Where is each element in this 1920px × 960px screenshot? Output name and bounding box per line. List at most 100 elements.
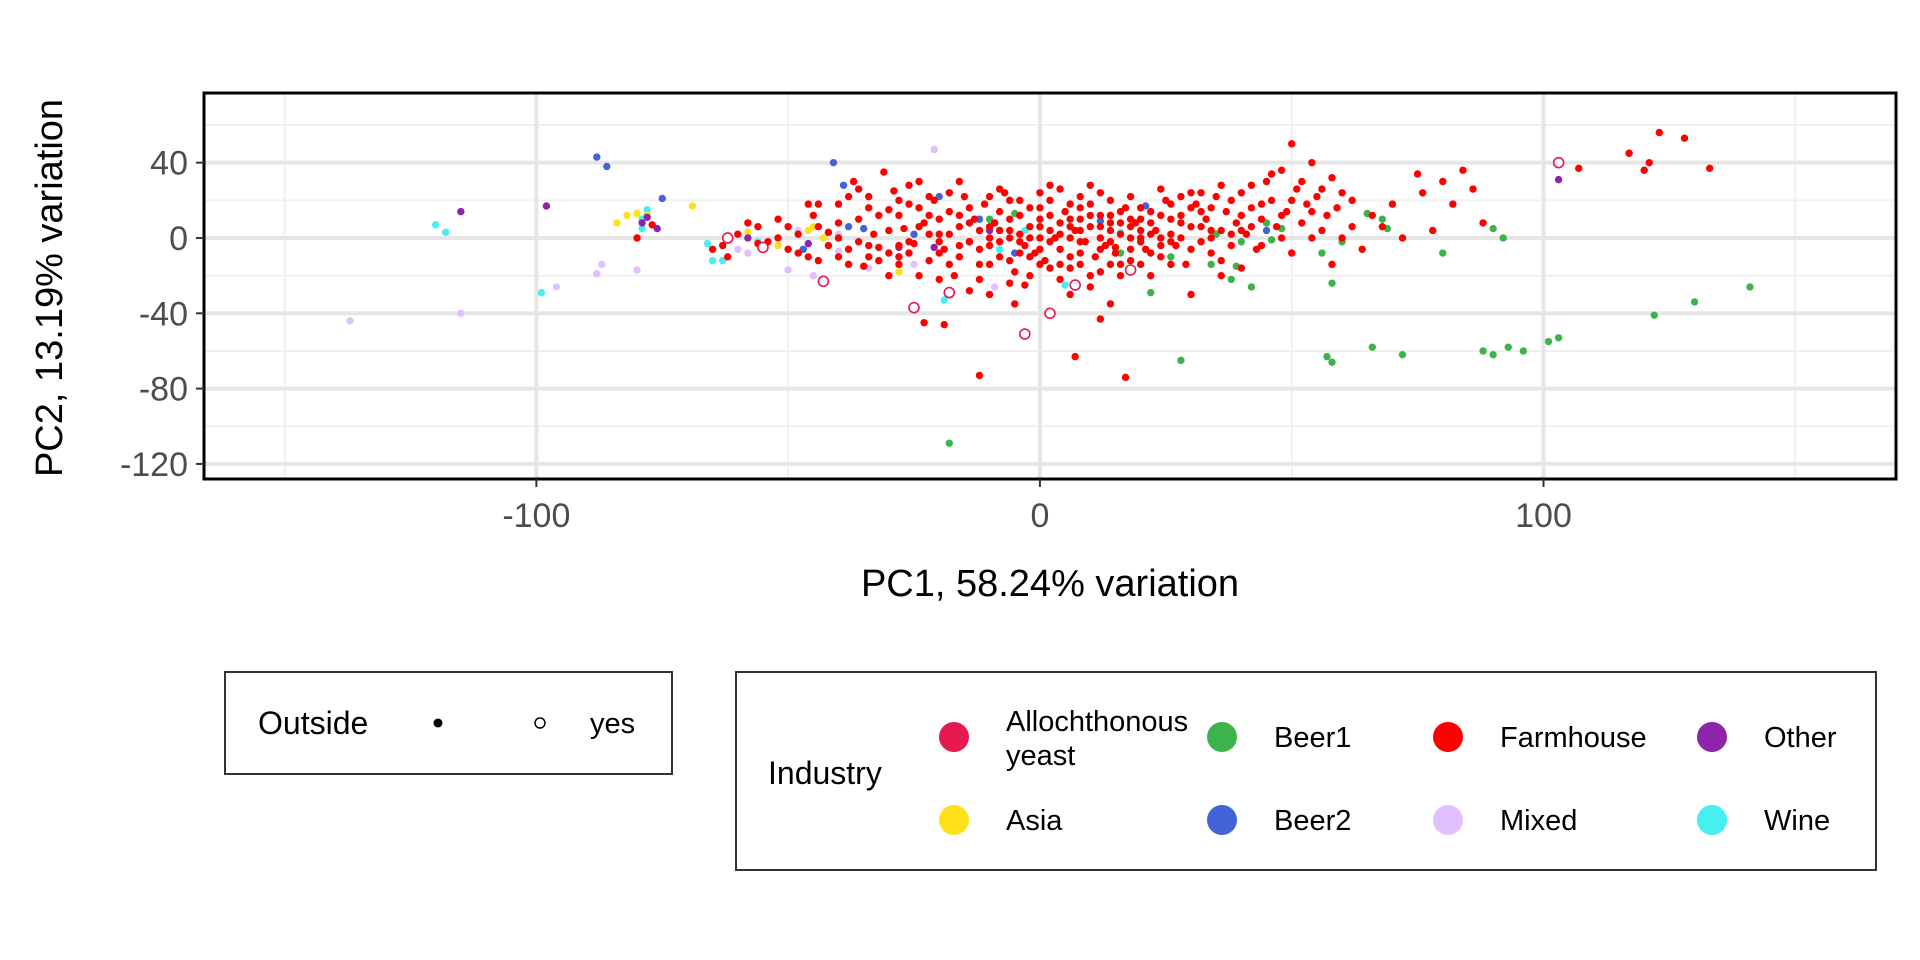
data-point-farmhouse: [1328, 174, 1336, 182]
data-point-farmhouse: [1086, 222, 1094, 231]
data-point-farmhouse: [1187, 204, 1195, 212]
plot-panel-border: [202, 91, 1898, 481]
data-point-farmhouse: [1136, 204, 1145, 212]
data-point-farmhouse: [1680, 134, 1689, 142]
data-point-allochthonous-yeast: [817, 275, 830, 288]
data-point-farmhouse: [975, 245, 984, 253]
data-point-allochthonous-yeast: [1044, 307, 1056, 320]
data-point-farmhouse: [995, 238, 1004, 246]
data-point-mixed: [809, 271, 818, 280]
data-point-beer2: [935, 192, 943, 201]
data-point-farmhouse: [824, 228, 833, 237]
legend-label-other: Other: [1764, 722, 1837, 754]
data-point-farmhouse: [1096, 189, 1105, 197]
data-point-farmhouse: [1016, 238, 1024, 246]
data-point-allochthonous-yeast: [721, 232, 734, 244]
data-point-farmhouse: [1051, 234, 1059, 242]
data-point-mixed: [457, 309, 465, 318]
data-point-farmhouse: [1202, 215, 1210, 223]
data-point-farmhouse: [1645, 158, 1653, 167]
data-point-farmhouse: [1288, 140, 1296, 148]
data-point-asia: [688, 202, 697, 210]
data-point-farmhouse: [1429, 226, 1437, 235]
data-point-farmhouse: [1267, 170, 1276, 178]
data-point-farmhouse: [1056, 275, 1064, 284]
data-point-asia: [744, 228, 752, 237]
data-point-wine: [442, 228, 450, 237]
data-point-farmhouse: [1705, 164, 1714, 173]
data-point-farmhouse: [1071, 352, 1079, 361]
data-point-farmhouse: [1167, 200, 1175, 208]
data-point-farmhouse: [1106, 226, 1115, 235]
data-point-farmhouse: [1116, 219, 1125, 227]
data-point-beer1: [1499, 234, 1507, 242]
data-point-farmhouse: [1126, 222, 1135, 231]
data-point-farmhouse: [774, 234, 782, 242]
data-point-beer1: [1690, 298, 1699, 306]
data-point-wine: [537, 288, 546, 297]
legend-swatch-beer1: [1207, 722, 1237, 752]
x-axis-ticks: -100 0 100: [502, 479, 1572, 535]
legend-swatch-wine: [1697, 805, 1727, 835]
data-point-farmhouse: [1006, 226, 1014, 235]
data-point-farmhouse: [834, 200, 843, 208]
data-point-other: [930, 243, 938, 252]
data-point-farmhouse: [995, 207, 1004, 216]
data-point-farmhouse: [1449, 200, 1457, 208]
data-point-farmhouse: [1162, 196, 1170, 205]
data-point-farmhouse: [1086, 283, 1094, 291]
data-point-beer1: [1267, 236, 1276, 244]
data-point-farmhouse: [995, 226, 1004, 235]
data-point-farmhouse: [1056, 219, 1064, 227]
data-point-farmhouse: [1318, 226, 1326, 235]
data-point-farmhouse: [784, 222, 792, 231]
data-point-other: [643, 213, 651, 221]
data-point-farmhouse: [1126, 234, 1135, 242]
data-point-farmhouse: [1247, 222, 1256, 231]
x-tick-label: 100: [1515, 497, 1572, 535]
data-point-farmhouse: [1242, 230, 1251, 238]
data-point-farmhouse: [1398, 234, 1407, 242]
data-point-beer1: [1247, 283, 1256, 291]
data-point-farmhouse: [975, 260, 984, 269]
data-point-farmhouse: [915, 271, 923, 280]
data-point-farmhouse: [945, 260, 953, 269]
data-point-farmhouse: [1147, 219, 1155, 227]
data-point-farmhouse: [1026, 204, 1034, 212]
data-point-farmhouse: [1141, 245, 1150, 253]
legend-swatch-asia: [939, 805, 969, 835]
data-point-farmhouse: [1121, 373, 1130, 382]
data-point-beer2: [844, 222, 853, 231]
data-point-farmhouse: [955, 211, 964, 220]
data-point-farmhouse: [930, 196, 938, 205]
data-point-farmhouse: [1333, 204, 1341, 212]
data-point-farmhouse: [1187, 245, 1195, 253]
data-point-farmhouse: [1207, 249, 1215, 257]
data-point-farmhouse: [1106, 211, 1115, 220]
data-point-farmhouse: [1217, 256, 1225, 265]
data-point-beer2: [839, 181, 848, 189]
data-point-farmhouse: [1046, 181, 1054, 189]
data-point-farmhouse: [1257, 215, 1266, 223]
data-point-farmhouse: [724, 253, 732, 261]
data-point-farmhouse: [1207, 234, 1215, 242]
data-point-beer1: [1489, 224, 1497, 233]
data-point-farmhouse: [895, 211, 903, 220]
data-point-farmhouse: [1288, 249, 1296, 257]
data-point-farmhouse: [1212, 192, 1220, 201]
data-point-farmhouse: [985, 260, 994, 269]
data-point-beer1: [1519, 347, 1528, 355]
data-point-farmhouse: [1157, 241, 1165, 250]
data-point-farmhouse: [880, 168, 888, 176]
data-point-farmhouse: [1000, 189, 1009, 197]
data-point-farmhouse: [1282, 207, 1291, 216]
data-point-farmhouse: [1086, 181, 1094, 189]
data-point-farmhouse: [1016, 249, 1024, 257]
data-point-farmhouse: [1021, 281, 1029, 289]
data-point-allochthonous-yeast: [943, 286, 956, 299]
data-point-farmhouse: [955, 222, 964, 231]
data-point-mixed: [734, 245, 742, 253]
data-point-farmhouse: [1177, 234, 1185, 242]
data-point-farmhouse: [844, 192, 853, 201]
